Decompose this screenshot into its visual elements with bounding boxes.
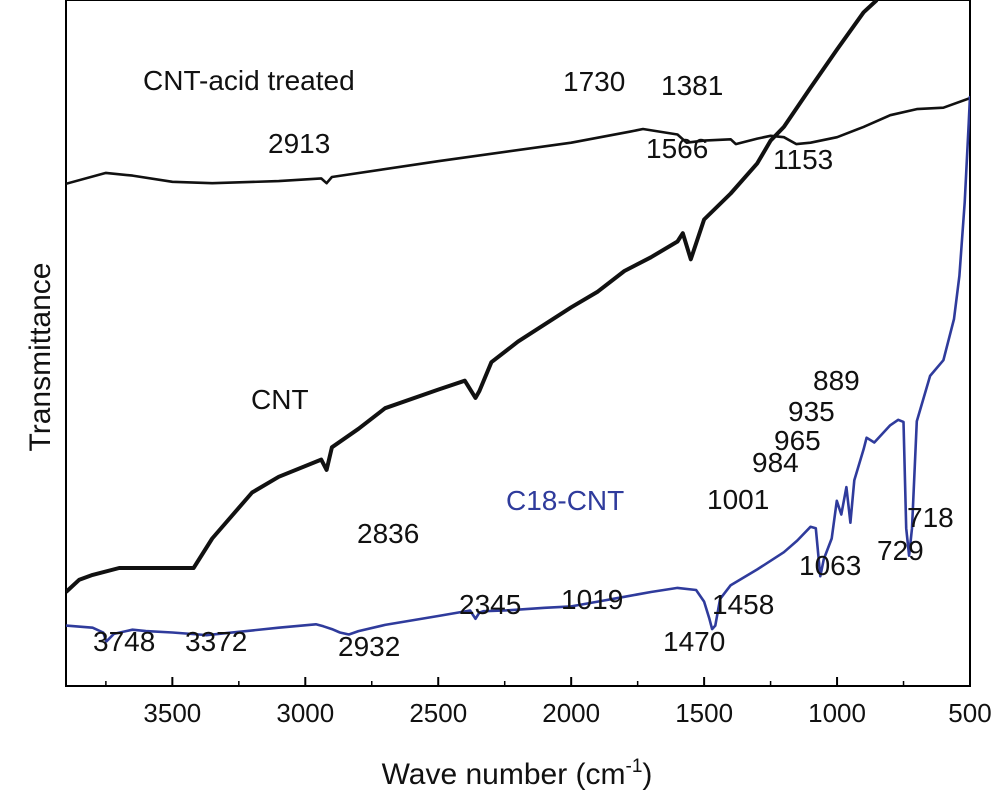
peak-label-3372: 3372 bbox=[185, 626, 247, 657]
series-line-c18-cnt bbox=[66, 95, 970, 643]
peak-label-2932: 2932 bbox=[338, 631, 400, 662]
y-axis-title: Transmittance bbox=[24, 263, 57, 452]
peak-label-1730: 1730 bbox=[563, 66, 625, 97]
series-line-cnt bbox=[66, 0, 879, 594]
x-axis-title: Wave number (cm-1) bbox=[382, 756, 653, 791]
x-tick-label-2000: 2000 bbox=[542, 698, 600, 728]
x-axis-title-close: ) bbox=[642, 758, 652, 791]
peak-label-984: 984 bbox=[752, 447, 799, 478]
peak-label-1019: 1019 bbox=[561, 584, 623, 615]
peak-label-1470: 1470 bbox=[663, 626, 725, 657]
peak-label-2345: 2345 bbox=[459, 589, 521, 620]
x-tick-label-1000: 1000 bbox=[808, 698, 866, 728]
x-tick-label-500: 500 bbox=[948, 698, 991, 728]
series-line-cnt-acid-treated bbox=[66, 96, 970, 186]
plot-frame bbox=[65, 0, 971, 687]
x-tick-label-2500: 2500 bbox=[409, 698, 467, 728]
x-tick-label-3000: 3000 bbox=[276, 698, 334, 728]
annotations: CNT-acid treated CNT C18-CNT 2913 1730 1… bbox=[93, 65, 954, 662]
peak-label-729: 729 bbox=[877, 535, 924, 566]
label-cnt: CNT bbox=[251, 384, 309, 415]
peak-label-1566: 1566 bbox=[646, 133, 708, 164]
label-c18-cnt: C18-CNT bbox=[506, 485, 624, 516]
peak-label-2836: 2836 bbox=[357, 518, 419, 549]
peak-label-718: 718 bbox=[907, 502, 954, 533]
label-cnt-acid-treated: CNT-acid treated bbox=[143, 65, 355, 96]
peak-label-2913: 2913 bbox=[268, 128, 330, 159]
x-axis: 3500 3000 2500 2000 1500 1000 500 bbox=[105, 677, 992, 728]
x-axis-title-main: Wave number (cm bbox=[382, 758, 626, 791]
peak-label-1063: 1063 bbox=[799, 550, 861, 581]
peak-label-935: 935 bbox=[788, 396, 835, 427]
peak-label-889: 889 bbox=[813, 365, 860, 396]
x-tick-label-1500: 1500 bbox=[675, 698, 733, 728]
peak-label-1381: 1381 bbox=[661, 70, 723, 101]
peak-label-1001: 1001 bbox=[707, 484, 769, 515]
x-tick-label-3500: 3500 bbox=[143, 698, 201, 728]
peak-label-965: 965 bbox=[774, 425, 821, 456]
x-axis-title-sup: -1 bbox=[626, 756, 643, 777]
peak-label-3748: 3748 bbox=[93, 626, 155, 657]
series-layer bbox=[66, 0, 970, 643]
peak-label-1153: 1153 bbox=[773, 144, 833, 175]
peak-label-1458: 1458 bbox=[712, 589, 774, 620]
